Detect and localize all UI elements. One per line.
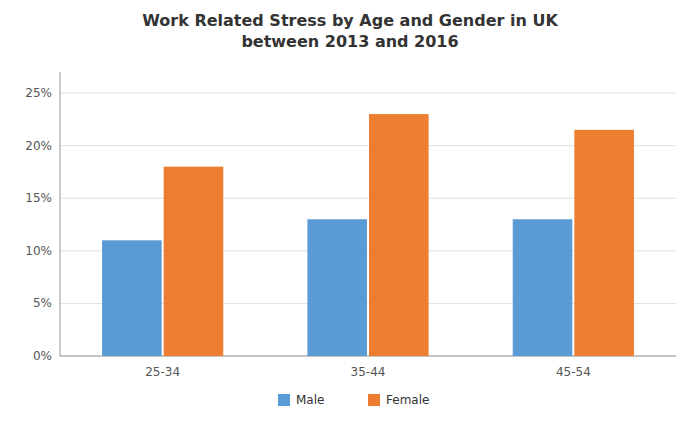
y-tick-label: 20% [25, 139, 52, 153]
bar [102, 240, 162, 356]
bar [369, 114, 429, 356]
y-grid [60, 93, 676, 356]
x-tick-label: 25-34 [145, 365, 180, 379]
y-axis-line [60, 72, 61, 356]
chart-container: Work Related Stress by Age and Gender in… [0, 0, 700, 432]
x-tick-label: 35-44 [351, 365, 386, 379]
legend-label: Female [386, 393, 429, 407]
legend-label: Male [296, 393, 324, 407]
chart-title: Work Related Stress by Age and Gender in… [142, 11, 558, 51]
legend-swatch [368, 394, 380, 406]
legend: Male Female [278, 393, 429, 407]
grid-line [60, 93, 676, 94]
y-tick-label: 5% [33, 296, 52, 310]
x-tick-label: 45-54 [556, 365, 591, 379]
bar [307, 219, 367, 356]
legend-swatch [278, 394, 290, 406]
y-tick-label: 25% [25, 86, 52, 100]
y-tick-label: 15% [25, 191, 52, 205]
title-line: between 2013 and 2016 [241, 32, 458, 51]
title-line: Work Related Stress by Age and Gender in… [142, 11, 558, 30]
bars [102, 114, 634, 356]
bar [513, 219, 573, 356]
y-tick-label: 10% [25, 244, 52, 258]
y-tick-label: 0% [33, 349, 52, 363]
bar [164, 167, 224, 356]
chart-svg: Work Related Stress by Age and Gender in… [0, 0, 700, 432]
bar [574, 130, 634, 356]
